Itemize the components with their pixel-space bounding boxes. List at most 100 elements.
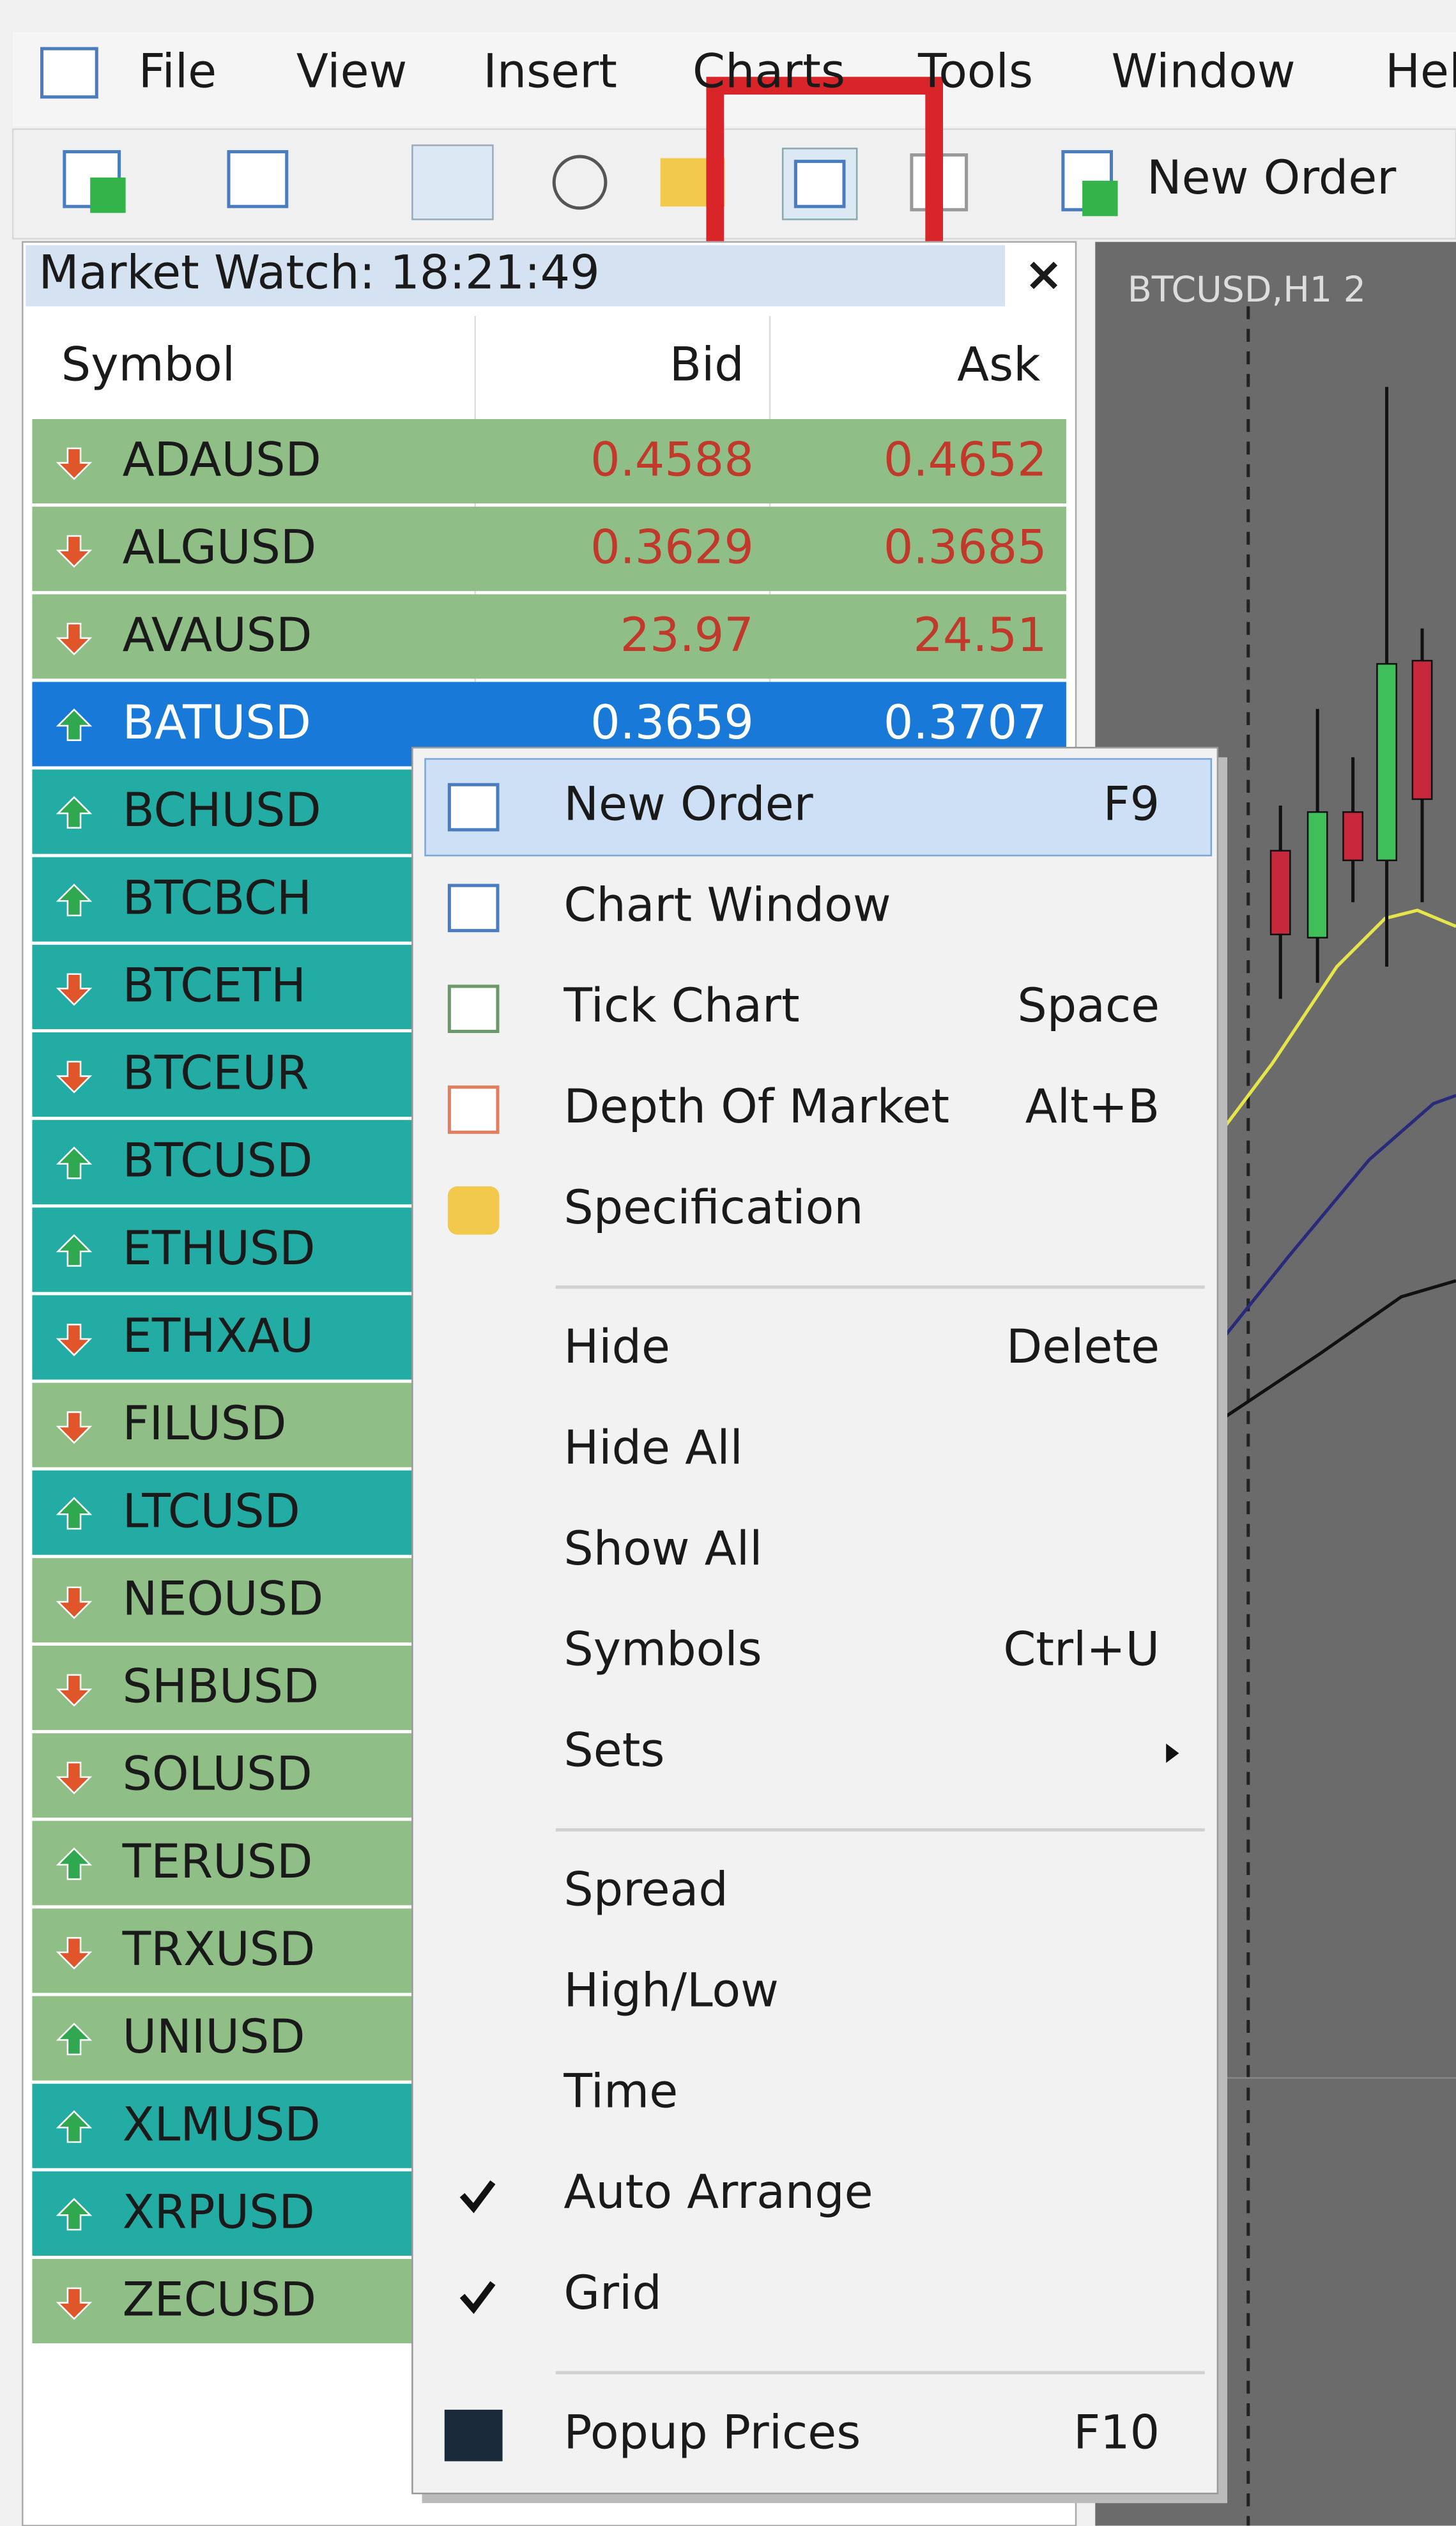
chart-ma [1222, 908, 1456, 1129]
icon [40, 47, 98, 99]
ask: 0.4652 [884, 433, 1047, 487]
menu-label[interactable]: Show All [563, 1522, 762, 1576]
menu-item[interactable]: Charts [693, 45, 845, 99]
menu-icon [447, 884, 500, 933]
menu-label[interactable]: Popup Prices [563, 2405, 861, 2460]
symbol: BTCEUR [123, 1046, 309, 1101]
menu-icon [447, 1186, 500, 1235]
icon[interactable] [793, 160, 846, 208]
icon[interactable] [411, 144, 494, 220]
symbol: BTCBCH [123, 871, 312, 925]
column-header: Ask [957, 337, 1041, 392]
symbol: SHBUSD [123, 1660, 319, 1714]
symbol: FILUSD [123, 1397, 287, 1451]
menu-label[interactable]: Hide [563, 1320, 670, 1374]
icon [227, 149, 289, 208]
symbol: TERUSD [122, 1835, 313, 1889]
trend-arrow [56, 708, 93, 741]
trend-arrow [56, 884, 93, 917]
symbol: ETHUSD [123, 1221, 316, 1276]
menu-item[interactable]: Tools [917, 45, 1033, 99]
context-menu [411, 747, 1219, 2495]
menu-icon [444, 2409, 503, 2461]
candle [1376, 662, 1397, 862]
trend-arrow [56, 1937, 93, 1970]
menu-label[interactable]: Chart Window [563, 878, 891, 932]
candle [1411, 659, 1433, 800]
menu-label[interactable]: Spread [563, 1863, 728, 1917]
menu-shortcut: Space [1017, 979, 1160, 1033]
menu-item[interactable]: File [139, 45, 217, 99]
ask: 0.3707 [884, 696, 1047, 750]
submenu-arrow [1166, 1743, 1179, 1763]
trend-arrow [56, 1146, 93, 1179]
menu-label[interactable]: New Order [563, 777, 813, 832]
menu-item[interactable]: Window [1112, 45, 1296, 99]
trend-arrow [56, 2110, 93, 2143]
bid: 23.97 [620, 608, 754, 662]
menu-shortcut: Delete [1006, 1320, 1160, 1374]
menu-label[interactable]: Symbols [563, 1623, 762, 1677]
symbol: LTCUSD [123, 1484, 300, 1538]
symbol: ADAUSD [123, 433, 321, 487]
row[interactable] [32, 507, 1066, 592]
symbol: AVAUSD [123, 608, 312, 662]
trend-arrow [56, 1847, 93, 1880]
menu-label[interactable]: Sets [563, 1723, 664, 1777]
chart-ma [1223, 1279, 1456, 1420]
trend-arrow [56, 1586, 93, 1619]
symbol: ALGUSD [123, 521, 317, 575]
symbol: UNIUSD [123, 2010, 305, 2064]
menu-shortcut: F10 [1073, 2405, 1160, 2460]
check-mark [459, 2180, 496, 2214]
symbol: BATUSD [123, 696, 311, 750]
trend-arrow [56, 535, 93, 568]
menu-highlight[interactable] [424, 758, 1213, 857]
trend-arrow [56, 2023, 93, 2056]
menu-label[interactable]: Specification [563, 1181, 863, 1235]
symbol: XRPUSD [123, 2185, 315, 2239]
icon [90, 177, 126, 213]
bid: 0.4588 [590, 433, 754, 487]
symbol: NEOUSD [123, 1572, 324, 1626]
trend-arrow [56, 1761, 93, 1795]
trend-arrow [56, 1674, 93, 1707]
menu-label[interactable]: Grid [563, 2266, 661, 2320]
menu-label[interactable]: Hide All [563, 1421, 743, 1475]
menu-label[interactable]: Time [563, 2064, 678, 2118]
row[interactable] [32, 594, 1066, 679]
toolbar-button[interactable]: New Order [1147, 151, 1397, 205]
chart-ma [1223, 1094, 1456, 1338]
trend-arrow [56, 2198, 93, 2231]
symbol: BCHUSD [123, 783, 321, 838]
trend-arrow [56, 2287, 93, 2320]
close-button[interactable]: × [1024, 247, 1063, 302]
menu-label[interactable]: Auto Arrange [563, 2165, 873, 2219]
toolbar-icons [63, 144, 1118, 220]
menu-label[interactable]: High/Low [563, 1964, 779, 2018]
candles [1269, 387, 1433, 999]
check-mark [459, 2281, 496, 2315]
menu-item[interactable]: Hel [1385, 45, 1456, 99]
symbol: BTCETH [123, 958, 306, 1013]
menu-label[interactable]: Tick Chart [563, 979, 799, 1033]
column-header: Symbol [61, 337, 235, 392]
trend-arrow [56, 973, 93, 1006]
candle [1269, 850, 1291, 935]
icon[interactable] [1082, 180, 1118, 217]
trend-arrow [56, 447, 93, 480]
menu-icon [447, 783, 500, 832]
menu-item[interactable]: Insert [483, 45, 617, 99]
menu-item[interactable]: View [296, 45, 407, 99]
trend-arrow [56, 1234, 93, 1267]
row[interactable] [32, 418, 1066, 504]
bid: 0.3629 [590, 521, 754, 575]
menu-label[interactable]: Depth Of Market [563, 1080, 949, 1134]
trend-arrow [56, 1324, 93, 1356]
symbol: SOLUSD [123, 1747, 312, 1802]
symbol: ETHXAU [123, 1309, 314, 1363]
icon[interactable] [552, 155, 608, 210]
trend-arrow [56, 1411, 93, 1444]
